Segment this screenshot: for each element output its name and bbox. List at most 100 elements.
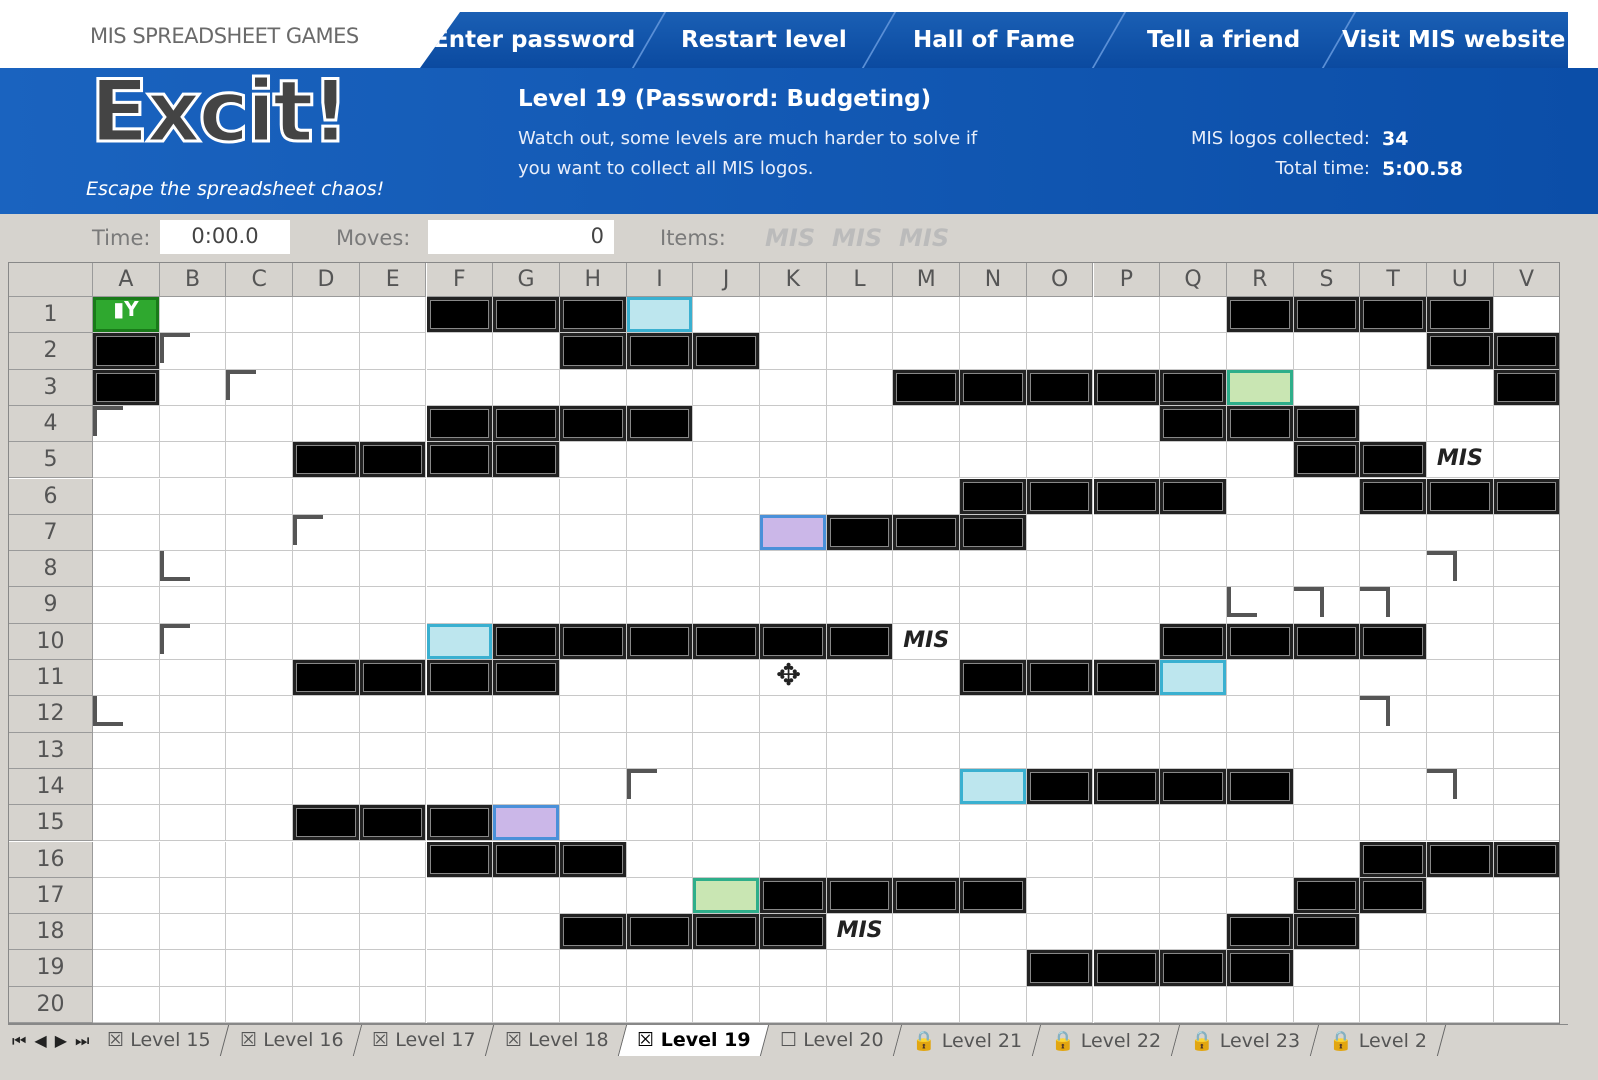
- cell[interactable]: [359, 551, 427, 588]
- wall-cell[interactable]: [626, 623, 694, 660]
- sheet-tab-level-17[interactable]: ☒ Level 17: [354, 1025, 495, 1056]
- cell[interactable]: [159, 841, 227, 878]
- wall-cell[interactable]: [1026, 478, 1094, 515]
- sheet-tab-level-21[interactable]: 🔒 Level 21: [894, 1025, 1042, 1056]
- cell[interactable]: [1360, 950, 1427, 987]
- cell[interactable]: [1026, 877, 1094, 915]
- cell[interactable]: [626, 805, 694, 842]
- cell[interactable]: [626, 841, 694, 878]
- column-header[interactable]: E: [359, 263, 427, 297]
- cell[interactable]: [1493, 878, 1559, 915]
- cell[interactable]: [760, 333, 827, 370]
- restart-level-button[interactable]: Restart level: [631, 12, 895, 68]
- visit-mis-website-button[interactable]: Visit MIS website: [1321, 12, 1568, 68]
- wall-cell[interactable]: [693, 333, 760, 370]
- cell[interactable]: [1493, 660, 1559, 697]
- cell[interactable]: [1493, 406, 1559, 443]
- cell[interactable]: [226, 805, 294, 842]
- cell[interactable]: [159, 442, 227, 479]
- cell[interactable]: [893, 551, 961, 588]
- cell[interactable]: [1493, 587, 1559, 624]
- cell[interactable]: [293, 405, 360, 443]
- cell[interactable]: [493, 478, 560, 515]
- cell[interactable]: [1226, 551, 1294, 588]
- cell[interactable]: [359, 950, 427, 987]
- row-header[interactable]: 2: [9, 333, 93, 370]
- cell[interactable]: [1493, 297, 1559, 334]
- sheet-tab-level-15[interactable]: ☒ Level 15: [89, 1025, 231, 1056]
- cell[interactable]: [93, 478, 160, 515]
- wall-cell[interactable]: [960, 660, 1027, 697]
- wall-cell[interactable]: [559, 405, 627, 443]
- cell[interactable]: [293, 297, 360, 334]
- cell[interactable]: [1226, 841, 1294, 878]
- column-header[interactable]: H: [559, 263, 627, 297]
- cell[interactable]: [1093, 841, 1161, 878]
- column-header[interactable]: D: [293, 263, 360, 297]
- cell[interactable]: [159, 623, 227, 660]
- cell[interactable]: [226, 442, 294, 479]
- cell[interactable]: [1026, 551, 1094, 588]
- wall-cell[interactable]: [760, 623, 827, 660]
- cell[interactable]: [1026, 986, 1094, 1023]
- cell[interactable]: [1093, 696, 1161, 733]
- wall-cell[interactable]: [359, 805, 427, 842]
- cell[interactable]: [359, 587, 427, 624]
- wall-cell[interactable]: [493, 841, 560, 878]
- cell[interactable]: [960, 841, 1027, 878]
- wall-cell[interactable]: [1427, 333, 1494, 370]
- wall-cell[interactable]: [1226, 914, 1294, 951]
- cell[interactable]: [893, 732, 961, 769]
- cell[interactable]: [1360, 768, 1427, 806]
- wall-cell[interactable]: [893, 514, 961, 552]
- cell[interactable]: [1293, 478, 1361, 515]
- cell[interactable]: [693, 442, 760, 479]
- cell[interactable]: [693, 587, 760, 624]
- row-header[interactable]: 1: [9, 297, 93, 334]
- row-header[interactable]: 17: [9, 877, 93, 915]
- cell[interactable]: [960, 914, 1027, 951]
- cell[interactable]: [693, 986, 760, 1023]
- cell[interactable]: [693, 696, 760, 733]
- cell[interactable]: [426, 696, 494, 733]
- wall-cell[interactable]: [493, 660, 560, 697]
- cell[interactable]: [359, 623, 427, 660]
- cell[interactable]: [293, 369, 360, 406]
- wall-cell[interactable]: [1160, 950, 1227, 987]
- cell[interactable]: [1360, 696, 1427, 733]
- prev-tab-button[interactable]: ◀: [34, 1031, 47, 1050]
- cell[interactable]: [1160, 914, 1227, 951]
- cell[interactable]: [760, 950, 827, 987]
- cell[interactable]: [559, 732, 627, 769]
- green-block[interactable]: [693, 877, 760, 915]
- corner-header[interactable]: [9, 263, 93, 297]
- cell[interactable]: [826, 841, 894, 878]
- cell[interactable]: [293, 877, 360, 915]
- cell[interactable]: [760, 442, 827, 479]
- wall-cell[interactable]: [1493, 369, 1559, 406]
- wall-cell[interactable]: [826, 877, 894, 915]
- cell[interactable]: [93, 986, 160, 1023]
- cell[interactable]: [626, 369, 694, 406]
- cell[interactable]: [693, 805, 760, 842]
- cell[interactable]: [1427, 732, 1494, 769]
- cell[interactable]: [760, 768, 827, 806]
- column-header[interactable]: J: [693, 263, 760, 297]
- wall-cell[interactable]: [760, 914, 827, 951]
- wall-cell[interactable]: [1093, 768, 1161, 806]
- cell[interactable]: [493, 986, 560, 1023]
- cell[interactable]: [226, 587, 294, 624]
- cell[interactable]: [960, 405, 1027, 443]
- cell[interactable]: [493, 768, 560, 806]
- cell[interactable]: [960, 442, 1027, 479]
- cell[interactable]: [293, 732, 360, 769]
- column-header[interactable]: P: [1093, 263, 1161, 297]
- cell[interactable]: [1226, 696, 1294, 733]
- cyan-block[interactable]: [1160, 660, 1227, 697]
- cell[interactable]: [1160, 333, 1227, 370]
- cell[interactable]: [226, 914, 294, 951]
- row-header[interactable]: 5: [9, 442, 93, 479]
- wall-cell[interactable]: [559, 914, 627, 951]
- cell[interactable]: [1293, 950, 1361, 987]
- wall-cell[interactable]: [1226, 405, 1294, 443]
